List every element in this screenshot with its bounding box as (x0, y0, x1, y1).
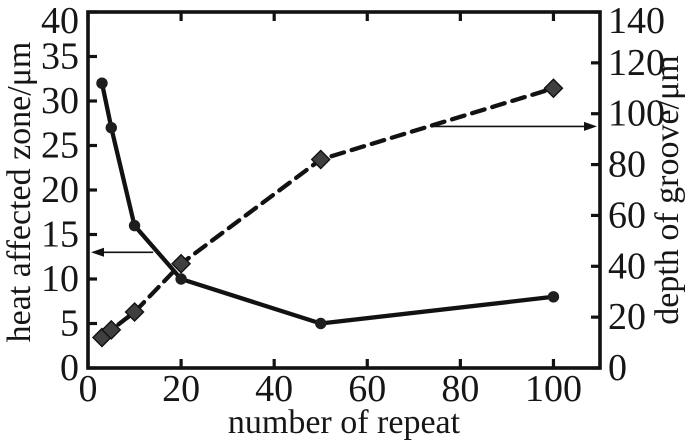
right-tick-label: 140 (608, 0, 665, 42)
right-tick-label: 20 (608, 296, 646, 338)
right-tick-label: 80 (608, 144, 646, 186)
plot-area: 0 20 40 60 80 1000510152025303540020406080100… (41, 0, 665, 410)
x-tick-label: 60 (348, 368, 386, 410)
right-tick-label: 60 (608, 194, 646, 236)
plot-border (86, 10, 602, 370)
circle-marker (315, 317, 327, 330)
circle-marker (105, 122, 117, 134)
x-tick-label: 0 (79, 368, 98, 410)
right-tick-label: 40 (608, 245, 646, 287)
diamond-marker (101, 319, 122, 340)
left-tick-label: 0 (60, 347, 79, 389)
diamond-marker (171, 253, 192, 274)
diamond-marker (543, 78, 564, 99)
x-axis-ticks: 0 20 40 60 80 100 (79, 12, 582, 410)
left-tick-label: 20 (41, 169, 79, 211)
right-tick-label: 100 (608, 93, 665, 135)
x-tick-label: 100 (525, 368, 582, 410)
y-axis-left-title: heat affected zone/μm (1, 42, 38, 343)
series-depth-of-groove (91, 78, 564, 348)
diamond-marker (124, 302, 145, 323)
circle-marker (96, 77, 108, 89)
series-heat-affected-zone (96, 77, 560, 330)
right-tick-label: 120 (608, 42, 665, 84)
left-tick-label: 15 (41, 214, 79, 256)
circle-marker (128, 219, 141, 232)
x-tick-label: 40 (255, 368, 293, 410)
x-axis-title: number of repeat (228, 404, 461, 440)
left-tick-label: 10 (41, 258, 79, 300)
left-tick-label: 5 (60, 303, 79, 345)
right-axis-arrow (432, 121, 597, 131)
y-axis-right-title: depth of groove/μm (649, 55, 686, 324)
x-tick-label: 80 (441, 368, 479, 410)
left-tick-label: 35 (41, 36, 79, 78)
circle-marker (175, 273, 187, 285)
circle-marker (547, 291, 560, 303)
left-tick-label: 40 (41, 0, 79, 42)
right-tick-label: 0 (608, 347, 627, 389)
diamond-marker (310, 149, 331, 170)
x-tick-label: 20 (162, 368, 200, 410)
left-axis-arrow (91, 247, 154, 257)
left-tick-label: 30 (41, 80, 79, 122)
left-tick-label: 25 (41, 125, 79, 167)
